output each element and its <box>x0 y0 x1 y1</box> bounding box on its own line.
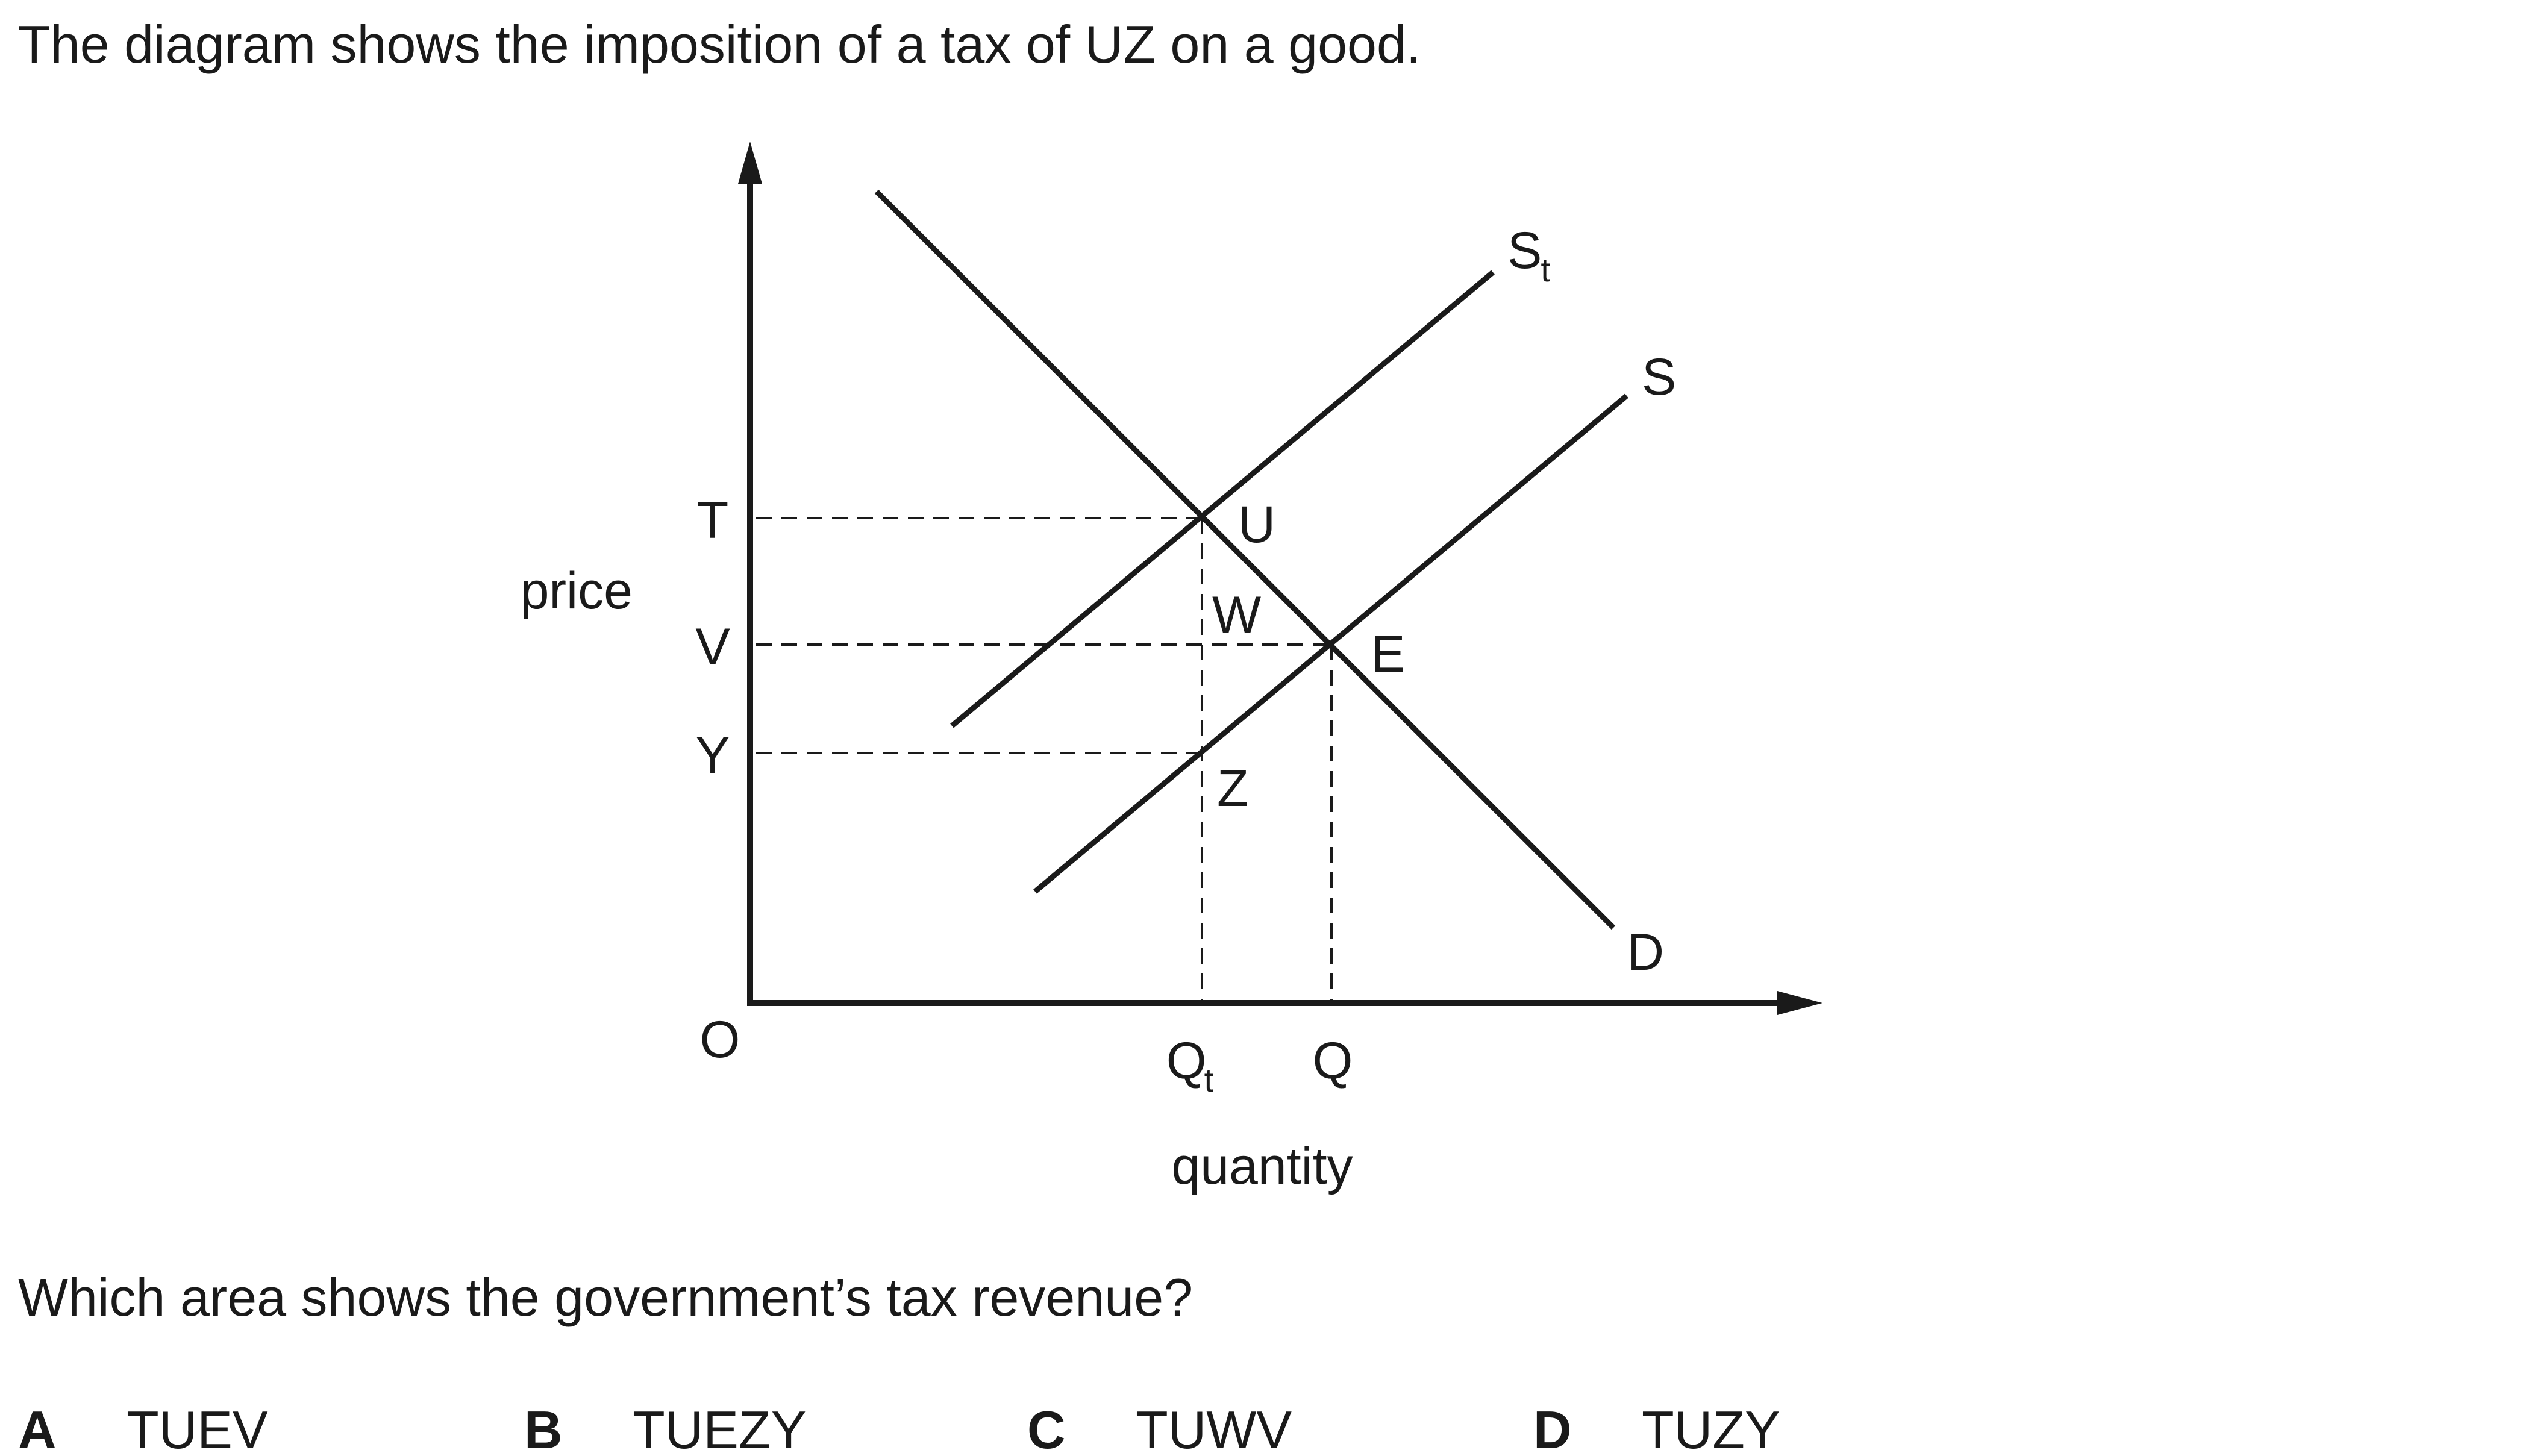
option-c-text: TUWV <box>1136 1400 1292 1456</box>
intro-text: The diagram shows the imposition of a ta… <box>18 14 1421 74</box>
supply-after-tax-curve <box>950 270 1495 728</box>
x-axis-arrowhead <box>1777 991 1822 1015</box>
option-c-letter: C <box>1027 1400 1066 1456</box>
curve-label-st: St <box>1507 222 1550 289</box>
option-a-letter: A <box>18 1400 57 1456</box>
supply-curve <box>1033 393 1628 894</box>
option-b-text: TUEZY <box>633 1400 807 1456</box>
y-axis-label: price <box>521 562 633 620</box>
curve-label-d: D <box>1627 923 1664 981</box>
point-label-w: W <box>1212 586 1261 644</box>
price-label-y: Y <box>695 726 730 784</box>
y-axis-arrowhead <box>738 142 762 184</box>
point-label-u: U <box>1238 496 1275 554</box>
quantity-label-qt: Qt <box>1166 1032 1214 1099</box>
origin-label: O <box>700 1011 740 1069</box>
point-label-e: E <box>1371 625 1405 683</box>
option-b-letter: B <box>524 1400 563 1456</box>
question-prompt: Which area shows the government’s tax re… <box>18 1267 1194 1327</box>
demand-curve <box>874 189 1616 930</box>
curve-label-s: S <box>1642 348 1676 406</box>
option-d-text: TUZY <box>1642 1400 1780 1456</box>
price-label-v: V <box>695 618 730 676</box>
point-label-z: Z <box>1217 760 1249 817</box>
price-label-t: T <box>697 492 729 549</box>
quantity-label-q: Q <box>1313 1032 1353 1090</box>
x-axis-label: quantity <box>1171 1137 1353 1195</box>
option-a-text: TUEV <box>127 1400 268 1456</box>
option-d-letter: D <box>1533 1400 1572 1456</box>
